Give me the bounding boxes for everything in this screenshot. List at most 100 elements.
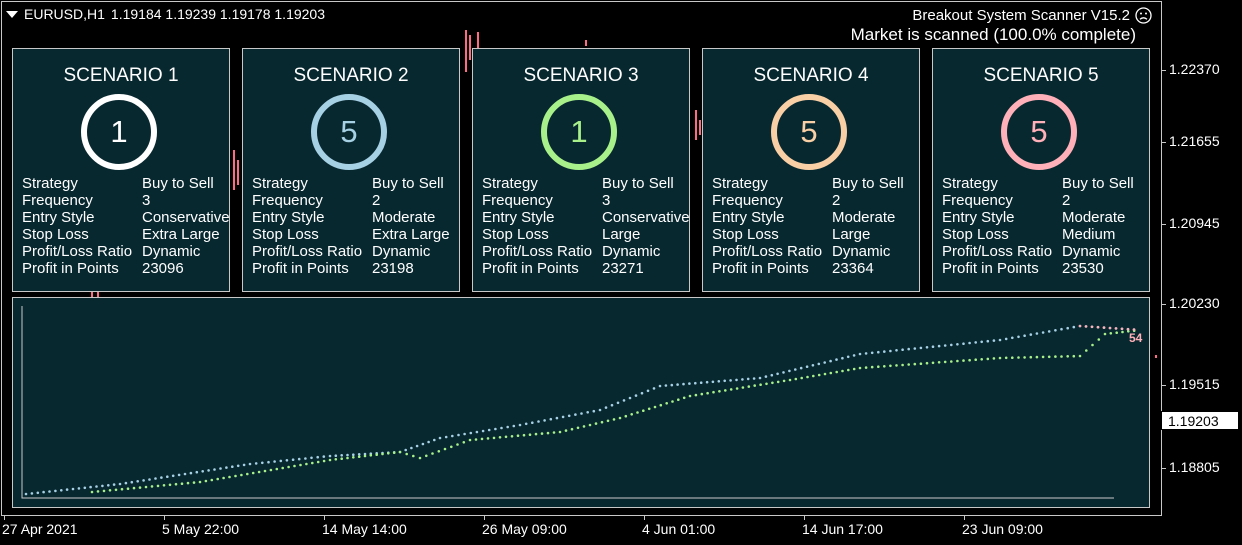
equity-point-green	[700, 392, 704, 396]
detail-label: Stop Loss	[482, 226, 549, 243]
scenario-count-ring: 5	[771, 94, 847, 170]
time-tickmark	[484, 515, 485, 520]
equity-point-green	[96, 490, 100, 493]
equity-point-green	[806, 375, 809, 379]
equity-point-blue	[506, 425, 510, 429]
equity-point-green	[618, 416, 622, 420]
equity-point-green	[102, 489, 106, 493]
scenario-card-1[interactable]: SCENARIO 1 1 Strategy Buy to Sell Frequency 3…	[12, 48, 230, 292]
equity-point-green	[950, 360, 953, 363]
equity-point-green	[829, 371, 833, 375]
equity-point-green	[316, 460, 320, 464]
equity-point-blue	[1017, 335, 1020, 339]
equity-point-blue	[130, 480, 134, 484]
equity-point-blue	[189, 471, 193, 475]
equity-point-green	[956, 359, 959, 363]
equity-point-blue	[980, 340, 983, 344]
equity-point-blue	[835, 358, 838, 361]
scenario-card-3[interactable]: SCENARIO 3 1 Strategy Buy to Sell Frequency 3…	[472, 48, 690, 292]
time-tickmark	[4, 515, 5, 520]
detail-row: Profit/Loss Ratio Dynamic	[22, 243, 230, 260]
equity-point-green	[712, 390, 715, 394]
equity-point-green	[895, 364, 898, 367]
equity-point-green	[877, 365, 880, 369]
chart-area[interactable]	[1, 1, 1162, 516]
equity-point-blue	[148, 478, 151, 481]
equity-point-blue	[968, 341, 971, 345]
equity-point-green	[594, 422, 598, 425]
equity-point-blue	[658, 384, 662, 388]
equity-point-green	[624, 414, 628, 418]
equity-point-blue	[54, 489, 57, 493]
equity-point-blue	[346, 453, 349, 457]
equity-point-green	[437, 450, 441, 453]
equity-point-green	[126, 487, 130, 491]
equity-point-blue	[746, 377, 750, 381]
equity-point-green	[90, 490, 94, 494]
equity-point-blue	[463, 432, 466, 436]
equity-point-blue	[171, 474, 175, 478]
equity-point-green	[1115, 331, 1118, 335]
scenario-card-4[interactable]: SCENARIO 4 5 Strategy Buy to Sell Frequency 2…	[702, 48, 920, 292]
equity-point-blue	[160, 476, 163, 479]
equity-point-green	[588, 423, 592, 427]
equity-point-blue	[89, 485, 92, 489]
equity-point-green	[305, 462, 308, 466]
equity-point-green	[534, 432, 538, 436]
equity-point-blue	[711, 380, 715, 384]
scenario-count-ring: 1	[81, 94, 157, 170]
symbol-bar[interactable]: EURUSD,H1 1.19184 1.19239 1.19178 1.1920…	[6, 6, 325, 22]
equity-point-blue	[195, 470, 199, 474]
equity-point-green	[381, 452, 384, 456]
equity-point-pink	[1120, 327, 1124, 331]
detail-value: 23271	[602, 260, 644, 277]
equity-point-blue	[201, 470, 204, 473]
equity-point-blue	[956, 343, 959, 346]
equity-point-blue	[676, 383, 679, 386]
equity-point-blue	[561, 415, 565, 419]
equity-point-green	[962, 359, 965, 362]
equity-point-blue	[1072, 325, 1076, 329]
dropdown-triangle-icon[interactable]	[6, 10, 18, 18]
time-tickmark	[164, 515, 165, 520]
equity-point-blue	[604, 406, 608, 409]
equity-point-green	[162, 484, 166, 487]
equity-point-green	[913, 362, 917, 366]
detail-value: Moderate	[832, 209, 896, 226]
detail-value: Buy to Sell	[142, 175, 214, 192]
equity-point-blue	[1054, 329, 1057, 332]
price-tickmark	[1161, 385, 1166, 386]
equity-point-green	[841, 369, 844, 373]
scenario-card-5[interactable]: SCENARIO 5 5 Strategy Buy to Sell Frequency 2…	[932, 48, 1150, 292]
equity-point-green	[901, 363, 904, 367]
detail-row: Strategy Buy to Sell	[22, 175, 230, 192]
equity-point-green	[576, 426, 580, 430]
equity-point-blue	[267, 460, 270, 464]
equity-point-green	[216, 477, 219, 481]
detail-value: 2	[832, 192, 841, 209]
detail-label: Profit in Points	[252, 260, 349, 277]
equity-point-blue	[913, 347, 917, 350]
equity-point-green	[311, 461, 314, 465]
equity-point-blue	[236, 464, 240, 468]
equity-point-green	[1091, 343, 1094, 347]
equity-point-blue	[107, 484, 110, 487]
equity-point-green	[334, 458, 338, 461]
equity-point-blue	[415, 444, 419, 448]
equity-point-green	[352, 456, 355, 459]
detail-label: Stop Loss	[942, 226, 1009, 243]
scenario-count-ring: 5	[311, 94, 387, 170]
time-tickmark	[644, 515, 645, 520]
equity-point-blue	[919, 346, 923, 350]
equity-point-green	[847, 368, 850, 372]
equity-point-green	[281, 466, 285, 470]
equity-point-green	[120, 487, 124, 491]
equity-point-green	[564, 429, 568, 432]
equity-point-green	[992, 357, 996, 360]
equity-point-blue	[213, 468, 216, 471]
scenario-card-2[interactable]: SCENARIO 2 5 Strategy Buy to Sell Frequency 2…	[242, 48, 460, 292]
equity-point-blue	[518, 423, 522, 427]
symbol-label: EURUSD,H1	[24, 6, 105, 22]
equity-point-blue	[610, 403, 614, 407]
frown-face-icon[interactable]	[1135, 7, 1152, 24]
